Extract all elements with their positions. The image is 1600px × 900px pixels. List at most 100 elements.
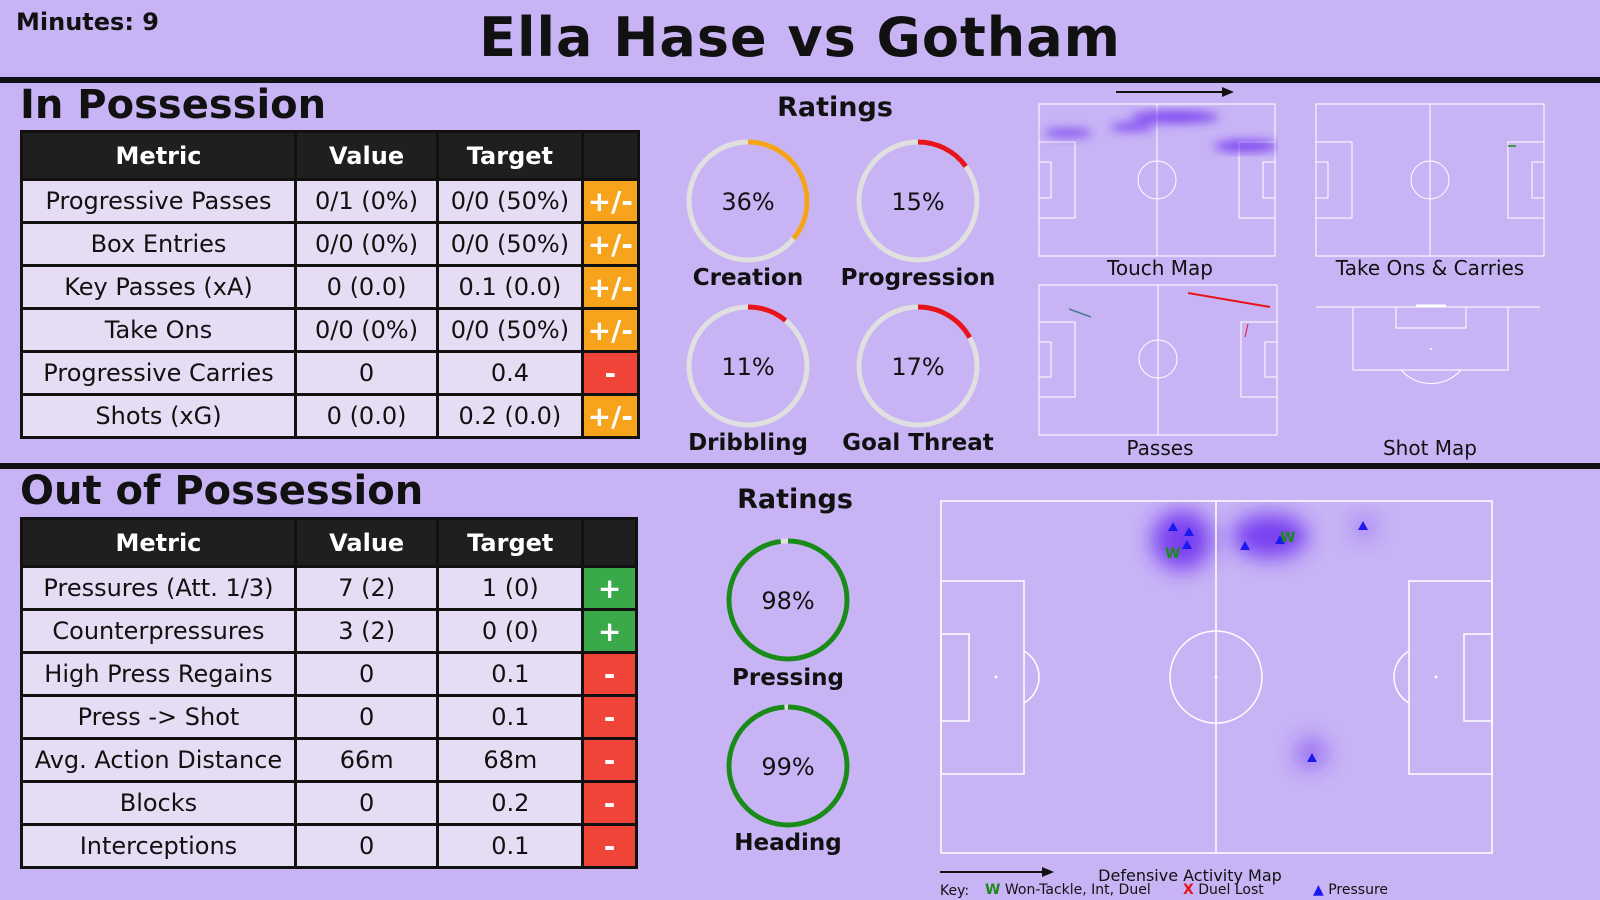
target-cell: 0.4 (436, 350, 584, 396)
target-cell: 0.1 (436, 651, 585, 697)
shot-map (1316, 304, 1540, 384)
key-pressure-text: Pressure (1328, 882, 1389, 898)
table-header-row: Metric Value Target (20, 130, 641, 181)
pass-line (1187, 292, 1271, 308)
creation-gauge-value: 36% (721, 188, 774, 216)
table-row: Blocks 0 0.2- (20, 780, 638, 826)
pressure-markers (1168, 521, 1368, 762)
rating-badge: +/- (580, 178, 641, 224)
table-row: Take Ons 0/0 (0%) 0/0 (50%) +/- (20, 307, 641, 353)
rating-badge: - (581, 780, 638, 826)
progression-label: Progression (840, 265, 996, 291)
top-divider (0, 77, 1600, 83)
target-cell: 0/0 (50%) (436, 307, 584, 353)
rating-badge: +/- (580, 307, 641, 353)
pressure-icon: ▲ (1313, 882, 1324, 898)
dribbling-label: Dribbling (688, 430, 808, 456)
pressing-gauge: 98% (723, 535, 853, 669)
table-row: High Press Regains 0 0.1- (20, 651, 638, 697)
value-cell: 0/0 (0%) (293, 221, 440, 267)
rating-badge: - (581, 823, 638, 869)
touch-map-label: Touch Map (1107, 256, 1213, 280)
key-won-text: Won-Tackle, Int, Duel (1004, 882, 1151, 898)
attack-direction-arrow (1116, 87, 1234, 97)
heading-gauge: 99% (723, 701, 853, 835)
progression-gauge-arc (856, 139, 980, 263)
touch-map (1038, 103, 1278, 257)
pressure-marker (1358, 521, 1368, 530)
out-of-possession-ratings-title: Ratings (737, 484, 853, 515)
column-header-metric: Metric (20, 130, 297, 181)
table-row: Shots (xG) 0 (0.0) 0.2 (0.0) +/- (20, 393, 641, 439)
value-cell: 3 (2) (293, 608, 440, 654)
value-cell: 0 (293, 694, 440, 740)
middle-divider (0, 463, 1600, 469)
pressing-gauge-value: 98% (761, 587, 814, 615)
in-possession-table: Metric Value Target Progressive Passes 0/… (20, 130, 641, 439)
take-ons-carries-map (1315, 103, 1545, 257)
pressure-marker (1182, 540, 1192, 549)
metric-cell: Press -> Shot (20, 694, 297, 740)
metric-cell: Box Entries (20, 221, 297, 267)
pass-line (1244, 323, 1249, 338)
pressing-gauge-arc (726, 538, 850, 662)
value-cell: 0/0 (0%) (293, 307, 440, 353)
key-label: Key: (940, 883, 970, 899)
creation-gauge-arc (686, 139, 810, 263)
key-pressure-item: ▲ Pressure (1313, 882, 1388, 898)
won-icon: W (985, 882, 1001, 898)
target-cell: 0.1 (0.0) (436, 264, 584, 310)
pressure-marker (1275, 535, 1285, 544)
value-cell: 0 (0.0) (293, 393, 440, 439)
metric-cell: Counterpressures (20, 608, 297, 654)
heading-label: Heading (734, 830, 842, 856)
column-header-value: Value (293, 130, 440, 181)
key-lost-text: Duel Lost (1198, 882, 1264, 898)
value-cell: 0 (293, 350, 440, 396)
table-row: Press -> Shot 0 0.1- (20, 694, 638, 740)
heading-gauge-arc (726, 704, 850, 828)
table-header-row: Metric Value Target (20, 517, 638, 568)
metric-cell: High Press Regains (20, 651, 297, 697)
pressure-marker (1184, 527, 1194, 536)
column-header-target: Target (436, 130, 584, 181)
metric-cell: Pressures (Att. 1/3) (20, 565, 297, 611)
pressure-marker (1240, 541, 1250, 550)
lost-icon: X (1183, 882, 1194, 898)
pressure-marker (1168, 522, 1178, 531)
passes-map (1038, 284, 1278, 436)
table-row: Key Passes (xA) 0 (0.0) 0.1 (0.0) +/- (20, 264, 641, 310)
heading-gauge-value: 99% (761, 753, 814, 781)
rating-badge: - (581, 737, 638, 783)
shot-map-label: Shot Map (1382, 436, 1477, 460)
column-header-target: Target (436, 517, 585, 568)
target-cell: 0.2 (0.0) (436, 393, 584, 439)
defensive-activity-map: WW (940, 500, 1493, 854)
value-cell: 0 (293, 651, 440, 697)
column-header-rating (580, 130, 641, 181)
dribbling-gauge: 11% (683, 301, 813, 435)
column-header-rating (581, 517, 638, 568)
progression-gauge-value: 15% (891, 188, 944, 216)
dribbling-gauge-arc (686, 304, 810, 428)
minutes-label: Minutes: 9 (16, 8, 159, 36)
metric-cell: Interceptions (20, 823, 297, 869)
won-markers: WW (1165, 530, 1295, 562)
value-cell: 0/1 (0%) (293, 178, 440, 224)
rating-badge: +/- (580, 221, 641, 267)
value-cell: 0 (0.0) (293, 264, 440, 310)
svg-text:W: W (1165, 546, 1180, 562)
passes-map-label: Passes (1126, 436, 1194, 460)
out-of-possession-table: Metric Value Target Pressures (Att. 1/3)… (20, 517, 638, 869)
metric-cell: Progressive Passes (20, 178, 297, 224)
rating-badge: - (581, 651, 638, 697)
pressure-marker (1307, 753, 1317, 762)
target-cell: 0 (0) (436, 608, 585, 654)
dribbling-gauge-value: 11% (721, 353, 774, 381)
table-row: Progressive Carries 0 0.4- (20, 350, 641, 396)
goal-threat-gauge-arc (856, 304, 980, 428)
target-cell: 0.1 (436, 823, 585, 869)
target-cell: 68m (436, 737, 585, 783)
metric-cell: Blocks (20, 780, 297, 826)
creation-label: Creation (692, 265, 804, 291)
